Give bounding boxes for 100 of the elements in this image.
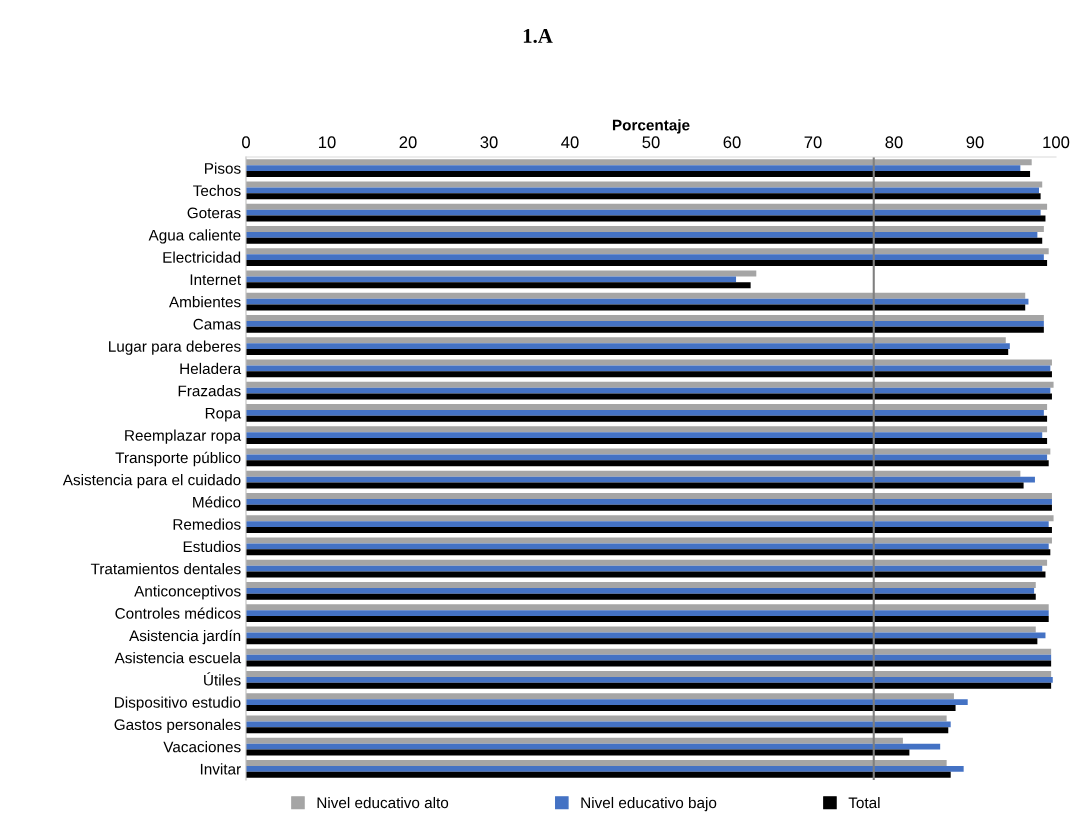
bar — [246, 343, 1010, 350]
bar — [246, 759, 947, 766]
bar — [246, 482, 1024, 489]
bar — [246, 282, 751, 289]
bar — [246, 254, 1044, 261]
bar — [246, 771, 951, 778]
bar — [246, 349, 1009, 356]
y-tick-label: Tratamientos dentales — [90, 563, 241, 575]
bar — [246, 248, 1049, 255]
x-tick-label: 20 — [399, 136, 417, 149]
bar — [246, 237, 1043, 244]
y-tick-label: Gastos personales — [114, 718, 241, 734]
y-tick-label: Ropa — [205, 407, 242, 422]
bar — [246, 371, 1052, 378]
x-tick-label: 10 — [319, 136, 336, 149]
bar — [246, 699, 968, 706]
bar — [246, 693, 954, 700]
y-tick-label: Estudios — [183, 540, 241, 553]
bar — [246, 320, 1044, 327]
legend-label: Total — [848, 796, 880, 809]
bar — [246, 737, 903, 744]
x-tick-label: 100 — [1043, 136, 1070, 149]
y-tick-label: Asistencia para el cuidado — [62, 474, 241, 489]
y-tick-label: Electricidad — [163, 251, 241, 263]
bar — [246, 403, 1048, 410]
bar — [246, 682, 1052, 689]
bar — [246, 648, 1052, 655]
bar — [246, 515, 1054, 522]
legend-label: Nivel educativo alto — [317, 796, 449, 809]
y-tick-label: Asistencia jardín — [129, 629, 241, 645]
chart-title: 1.A — [523, 28, 553, 44]
bar — [246, 454, 1048, 461]
bar — [246, 448, 1051, 455]
bar — [246, 225, 1044, 232]
bar — [246, 626, 1036, 633]
bar — [246, 498, 1052, 505]
bar — [246, 409, 1044, 416]
bar — [246, 387, 1051, 394]
bar — [246, 203, 1048, 210]
bar — [246, 521, 1049, 528]
x-tick-label: 90 — [966, 136, 984, 149]
bar — [246, 381, 1054, 388]
y-tick-label: Transporte público — [115, 451, 241, 467]
bar — [246, 727, 949, 734]
y-tick-label: Útiles — [204, 672, 241, 686]
bar — [246, 581, 1036, 588]
y-tick-label: Remedios — [173, 518, 241, 530]
y-tick-label: Invitar — [200, 763, 241, 775]
bar — [246, 492, 1052, 499]
bar — [246, 426, 1048, 433]
x-axis-title: Porcentaje — [612, 119, 690, 134]
bar — [246, 549, 1051, 556]
bar — [246, 587, 1035, 594]
x-tick-label: 60 — [723, 136, 741, 149]
y-tick-label: Camas — [193, 318, 241, 330]
bar — [246, 721, 951, 728]
bar — [246, 181, 1043, 188]
y-tick-label: Médico — [193, 496, 241, 508]
x-tick-label: 40 — [561, 136, 579, 149]
y-tick-label: Reemplazar ropa — [125, 429, 242, 444]
y-tick-label: Pisos — [205, 162, 241, 174]
bar — [246, 314, 1044, 321]
bar — [246, 638, 1038, 645]
bar — [246, 365, 1051, 372]
bar — [246, 393, 1052, 400]
bar — [246, 543, 1049, 550]
bar — [246, 209, 1041, 216]
bar — [246, 276, 737, 283]
y-tick-label: Dispositivo estudio — [115, 696, 241, 711]
x-tick-label: 0 — [242, 136, 250, 149]
bar — [246, 565, 1043, 572]
x-tick-label: 30 — [480, 136, 498, 149]
bar — [246, 187, 1039, 194]
bar — [246, 326, 1044, 333]
y-tick-label: Ambientes — [168, 296, 241, 308]
y-tick-label: Heladera — [180, 362, 242, 375]
bar — [246, 415, 1048, 422]
bar — [246, 632, 1046, 639]
y-tick-label: Frazadas — [178, 385, 241, 397]
bar — [246, 470, 1021, 477]
bar — [246, 715, 947, 722]
bar — [246, 504, 1052, 511]
bar — [246, 292, 1026, 299]
bar — [246, 298, 1029, 305]
bar — [246, 359, 1052, 366]
bar — [246, 460, 1049, 467]
y-tick-label: Goteras — [187, 207, 241, 219]
bar — [246, 438, 1048, 445]
bar — [246, 527, 1052, 534]
y-tick-label: Anticonceptivos — [134, 585, 241, 600]
bar — [246, 270, 757, 277]
y-tick-label: Controles médicos — [115, 607, 241, 619]
bar — [246, 571, 1046, 578]
bar — [246, 231, 1038, 238]
bar — [246, 165, 1021, 172]
y-tick-label: Agua caliente — [148, 229, 241, 244]
bar — [246, 593, 1036, 600]
bar — [246, 616, 1049, 623]
bar — [246, 559, 1048, 566]
y-tick-label: Internet — [190, 274, 242, 286]
